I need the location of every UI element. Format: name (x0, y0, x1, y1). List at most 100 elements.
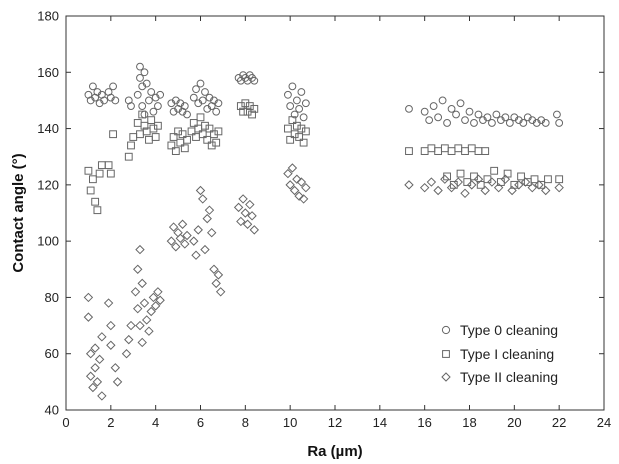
y-tick-label: 180 (37, 9, 59, 24)
data-point-circle (212, 107, 221, 116)
data-point-square (205, 124, 214, 133)
data-point-diamond (133, 303, 143, 314)
data-point-circle (301, 99, 310, 108)
data-point-diamond (155, 295, 165, 305)
data-point-diamond (419, 182, 430, 193)
data-point-circle (100, 96, 109, 105)
y-axis-ticks: 40 60 80 100 120 140 160 180 (37, 9, 604, 418)
data-point-diamond (433, 185, 443, 196)
data-point-circle (89, 82, 97, 91)
data-point-diamond (92, 377, 103, 387)
data-point-circle (452, 110, 460, 119)
data-point-diamond (215, 287, 226, 297)
data-point-diamond (198, 194, 208, 204)
data-point-square (189, 119, 198, 127)
x-tick-label: 2 (107, 415, 114, 430)
x-tick-label: 8 (242, 415, 249, 430)
y-axis-title: Contact angle (°) (10, 153, 27, 272)
data-point-square (214, 127, 223, 136)
legend-circle-marker-icon (441, 325, 451, 335)
data-point-square (183, 135, 191, 144)
y-tick-label: 100 (37, 234, 59, 249)
data-point-square (86, 186, 95, 195)
data-point-circle (292, 96, 301, 105)
data-point-diamond (247, 211, 257, 221)
data-point-square (201, 121, 209, 130)
data-point-square (124, 152, 133, 161)
x-tick-label: 6 (197, 415, 204, 430)
data-point-diamond (467, 180, 477, 190)
legend-label-type-0: Type 0 cleaning (460, 322, 558, 338)
data-point-square (288, 116, 297, 125)
data-point-square (180, 144, 189, 153)
series-square-markers (84, 99, 564, 215)
data-point-diamond (189, 236, 199, 246)
data-point-circle (138, 102, 147, 110)
data-point-diamond (242, 219, 253, 229)
data-point-diamond (283, 168, 293, 179)
data-point-diamond (298, 194, 309, 204)
data-point-circle (196, 79, 205, 88)
legend-label-type-ii: Type II cleaning (460, 369, 558, 385)
data-point-square (290, 130, 299, 139)
x-tick-label: 18 (462, 415, 476, 430)
data-point-diamond (514, 180, 524, 190)
data-point-circle (149, 107, 158, 116)
data-point-circle (189, 93, 198, 102)
data-point-circle (555, 119, 564, 127)
data-point-circle (553, 110, 561, 119)
data-point-diamond (103, 298, 114, 308)
data-point-square (174, 127, 182, 136)
legend-entry-type-ii: Type II cleaning (441, 369, 558, 385)
data-point-square (169, 133, 178, 141)
data-point-square (299, 138, 308, 147)
data-point-square (301, 127, 310, 136)
data-point-circle (180, 102, 189, 110)
data-point-diamond (133, 264, 143, 274)
data-point-circle (109, 82, 117, 91)
data-point-diamond (121, 349, 132, 359)
data-point-diamond (473, 174, 484, 184)
data-point-diamond (294, 191, 304, 201)
x-tick-label: 16 (417, 415, 431, 430)
y-tick-label: 140 (37, 121, 59, 136)
data-point-diamond (493, 182, 504, 193)
data-point-circle (214, 99, 223, 108)
x-tick-label: 4 (152, 415, 159, 430)
data-point-diamond (520, 177, 531, 187)
data-point-diamond (209, 264, 219, 274)
data-point-diamond (182, 230, 192, 241)
data-point-circle (288, 82, 297, 91)
data-point-square (196, 113, 205, 122)
data-point-square (490, 166, 499, 175)
data-point-diamond (287, 163, 298, 173)
data-point-diamond (249, 225, 260, 235)
data-point-square (405, 147, 413, 155)
data-point-diamond (292, 174, 302, 184)
data-point-circle (201, 88, 209, 96)
data-point-square (140, 121, 149, 130)
data-point-circle (145, 96, 153, 105)
data-point-diamond (296, 177, 307, 187)
data-point-circle (465, 107, 474, 116)
data-point-diamond (139, 298, 150, 308)
data-point-circle (474, 110, 483, 119)
data-point-circle (501, 113, 510, 122)
data-point-diamond (238, 194, 248, 204)
data-point-square (544, 175, 552, 184)
data-point-diamond (236, 216, 246, 227)
legend-entry-type-0: Type 0 cleaning (441, 322, 558, 338)
data-point-diamond (480, 185, 490, 196)
data-point-circle (154, 102, 162, 110)
data-point-circle (136, 74, 144, 82)
data-point-diamond (426, 177, 437, 187)
data-point-diamond (135, 320, 145, 331)
data-point-circle (286, 102, 295, 110)
data-point-diamond (130, 287, 141, 297)
data-point-circle (405, 104, 413, 113)
data-point-square (295, 133, 304, 141)
data-point-square (91, 197, 100, 206)
data-point-diamond (137, 278, 147, 289)
data-point-square (212, 138, 221, 147)
